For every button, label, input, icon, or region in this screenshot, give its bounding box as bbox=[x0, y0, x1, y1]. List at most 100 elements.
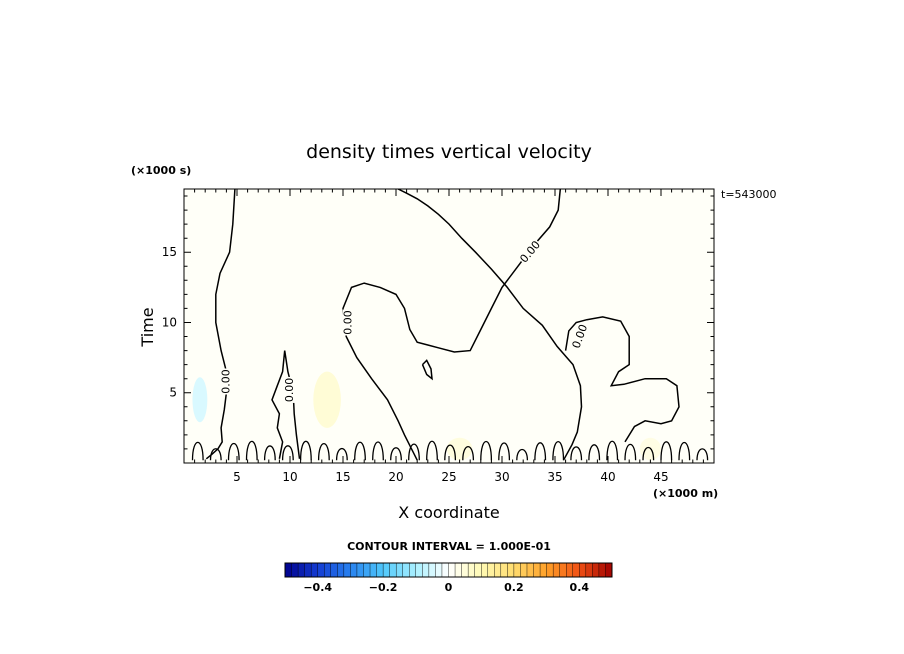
contour-label: 0.00 bbox=[283, 378, 296, 403]
x-tick-label: 20 bbox=[388, 470, 403, 484]
colorbar-cell bbox=[428, 562, 436, 578]
colorbar-cell bbox=[441, 562, 449, 578]
colorbar-cell bbox=[552, 562, 561, 578]
y-tick-label: 15 bbox=[162, 245, 177, 259]
contour-line bbox=[342, 189, 562, 461]
colorbar-cell bbox=[435, 562, 443, 578]
axis-tick-labels: 5 10 15 20 25 30 35 40 45 5 10 15 bbox=[162, 245, 669, 484]
colorbar-cell bbox=[494, 562, 502, 578]
field-anomaly bbox=[446, 437, 473, 461]
colorbar-cell bbox=[507, 562, 515, 578]
colorbar-cell bbox=[304, 562, 312, 578]
colorbar-tick-label: −0.2 bbox=[369, 581, 398, 594]
colorbar-cell bbox=[526, 562, 534, 578]
field-background bbox=[184, 189, 714, 463]
colorbar-tick-label: 0 bbox=[445, 581, 453, 594]
colorbar-cell bbox=[559, 562, 567, 578]
field-anomaly bbox=[192, 377, 208, 423]
contour-label-backing bbox=[342, 309, 354, 336]
x-tick-label: 30 bbox=[494, 470, 509, 484]
colorbar-cell bbox=[343, 562, 351, 578]
colorbar-cell bbox=[520, 562, 528, 578]
field-anomaly bbox=[313, 371, 341, 428]
colorbar bbox=[284, 562, 613, 578]
contour-label: 0.00 bbox=[341, 310, 354, 335]
colorbar-cell bbox=[297, 562, 306, 578]
contour-label-backing bbox=[284, 376, 296, 403]
colorbar-cell bbox=[369, 562, 377, 578]
colorbar-cell bbox=[330, 562, 338, 578]
colorbar-cell bbox=[598, 562, 606, 578]
colorbar-cell bbox=[337, 562, 345, 578]
colorbar-cell bbox=[566, 562, 574, 578]
colorbar-cell bbox=[389, 562, 397, 578]
x-tick-label: 15 bbox=[335, 470, 350, 484]
colorbar-cell bbox=[467, 562, 476, 578]
colorbar-cell bbox=[533, 562, 541, 578]
colorbar-cell bbox=[382, 562, 391, 578]
x-tick-label: 40 bbox=[600, 470, 615, 484]
colorbar-cell bbox=[376, 562, 384, 578]
contour-line bbox=[271, 350, 301, 459]
colorbar-cell bbox=[409, 562, 417, 578]
y-tick-label: 10 bbox=[162, 315, 177, 329]
contour-label-backing bbox=[518, 238, 544, 266]
colorbar-tick-label: 0.4 bbox=[570, 581, 590, 594]
colorbar-cell bbox=[592, 562, 600, 578]
contour-label-backing bbox=[220, 368, 232, 395]
colorbar-frame bbox=[284, 562, 613, 578]
axis-ticks bbox=[184, 189, 714, 463]
colorbar-cell bbox=[422, 562, 430, 578]
colorbar-cell bbox=[474, 562, 482, 578]
tick-marks bbox=[184, 189, 714, 463]
contour-line bbox=[421, 359, 433, 381]
chart-title: density times vertical velocity bbox=[306, 141, 592, 163]
colorbar-cell bbox=[487, 562, 495, 578]
contour-line-boundary bbox=[191, 440, 709, 461]
colorbar-tick-labels: −0.4 −0.2 0 0.2 0.4 bbox=[303, 581, 589, 594]
y-axis-units: (×1000 s) bbox=[131, 164, 191, 177]
x-tick-label: 35 bbox=[547, 470, 562, 484]
colorbar-cell bbox=[291, 562, 299, 578]
colorbar-cell bbox=[317, 562, 325, 578]
colorbar-cell bbox=[572, 562, 580, 578]
x-tick-label: 45 bbox=[653, 470, 668, 484]
colorbar-tick-label: −0.4 bbox=[303, 581, 332, 594]
colorbar-cell bbox=[363, 562, 371, 578]
x-tick-label: 10 bbox=[282, 470, 297, 484]
colorbar-cell bbox=[500, 562, 508, 578]
colorbar-cell bbox=[350, 562, 358, 578]
colorbar-cell bbox=[481, 562, 489, 578]
colorbar-cell bbox=[284, 562, 292, 578]
x-axis-units: (×1000 m) bbox=[653, 487, 718, 500]
x-tick-label: 5 bbox=[233, 470, 241, 484]
colorbar-cell bbox=[539, 562, 547, 578]
colorbar-cell bbox=[448, 562, 456, 578]
y-axis-label: Time bbox=[138, 307, 157, 347]
colorbar-cell bbox=[356, 562, 364, 578]
colorbar-cell bbox=[546, 562, 554, 578]
contour-line bbox=[564, 316, 680, 443]
contour-interval-label: CONTOUR INTERVAL = 1.000E-01 bbox=[347, 540, 551, 553]
contour-label-backing bbox=[570, 322, 591, 351]
colorbar-cell bbox=[579, 562, 587, 578]
x-tick-label: 25 bbox=[441, 470, 456, 484]
colorbar-cell bbox=[454, 562, 462, 578]
colorbar-cell bbox=[402, 562, 410, 578]
colorbar-tick-label: 0.2 bbox=[504, 581, 524, 594]
colorbar-cell bbox=[605, 562, 613, 578]
colorbar-cell bbox=[461, 562, 469, 578]
timestamp-label: t=543000 bbox=[721, 188, 777, 201]
y-tick-label: 5 bbox=[169, 386, 177, 400]
colorbar-cell bbox=[324, 562, 332, 578]
colorbar-cell bbox=[415, 562, 423, 578]
contour-label: 0.00 bbox=[219, 369, 232, 394]
x-axis-label: X coordinate bbox=[398, 503, 499, 522]
field-shading bbox=[184, 189, 714, 463]
colorbar-cell bbox=[513, 562, 521, 578]
colorbar-cell bbox=[310, 562, 319, 578]
colorbar-cell bbox=[585, 562, 593, 578]
colorbar-cell bbox=[395, 562, 404, 578]
contour-line bbox=[397, 189, 583, 461]
